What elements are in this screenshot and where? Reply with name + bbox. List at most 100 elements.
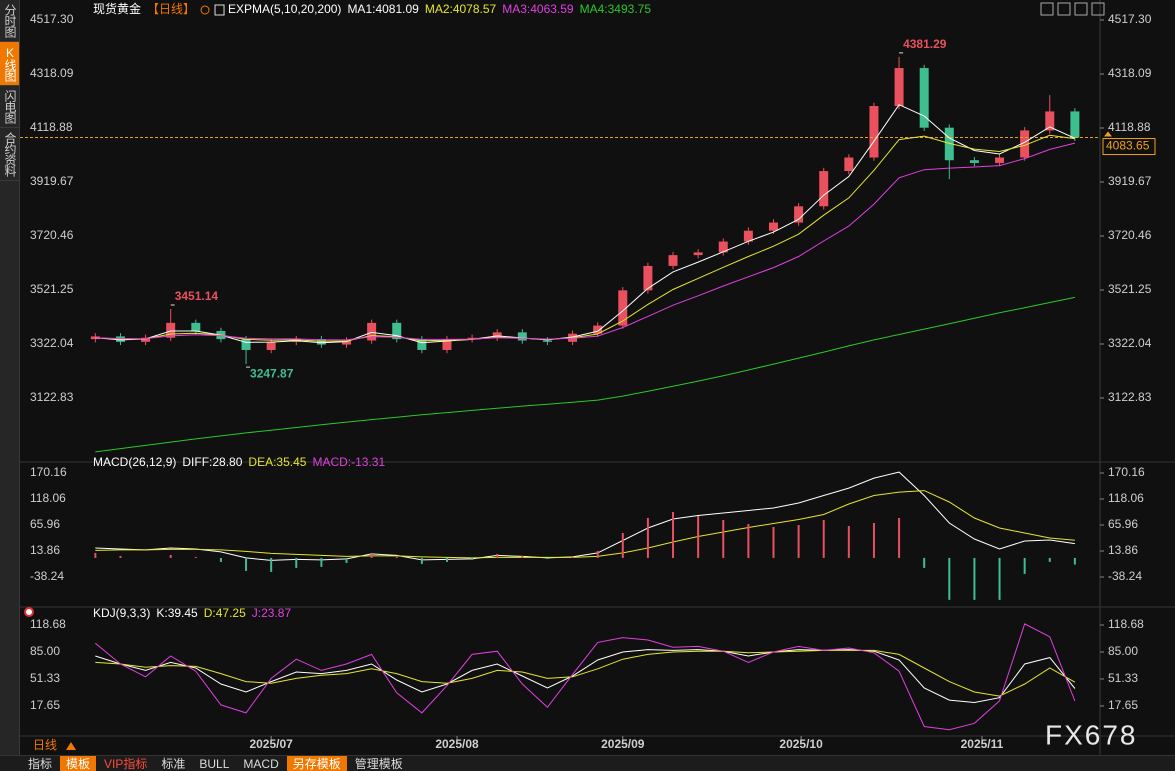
icon[interactable] (1074, 2, 1088, 16)
candle-body (342, 340, 352, 345)
candle-body (794, 206, 804, 223)
toolbar-button[interactable]: 标准 (161, 757, 186, 771)
candle-body (718, 241, 728, 253)
period-arrow[interactable] (66, 742, 76, 750)
x-tick-label: 2025/11 (961, 737, 1004, 751)
toolbar-button[interactable]: 指标 (28, 757, 53, 771)
indicator-name: EXPMA(5,10,20,200) (228, 2, 341, 16)
y-tick-label: 118.68 (1108, 617, 1144, 631)
close-icon[interactable] (24, 607, 34, 617)
x-tick-label: 2025/07 (249, 737, 293, 751)
icon[interactable] (1057, 2, 1071, 16)
candle-body (492, 332, 502, 338)
series-line (95, 649, 1076, 704)
candle-body (367, 322, 377, 341)
toolbar: 指标 模板 VIP指标 标准 BULL MACD 另存模板 管理模板 (0, 755, 1175, 771)
period: 【日线】 (147, 2, 195, 16)
indicator-icon (214, 4, 225, 16)
candle-body (1045, 111, 1055, 131)
y-tick-label: 17.65 (30, 698, 60, 712)
y-tick-label: 3521.25 (1108, 282, 1152, 296)
y-tick-label: 4318.09 (30, 66, 74, 80)
candle-body (643, 265, 653, 291)
y-tick-label: 65.96 (1108, 517, 1138, 531)
annotation: 3451.14 (175, 289, 219, 303)
series-line (95, 490, 1075, 559)
candle-body (869, 106, 879, 158)
series-line (95, 142, 1076, 341)
legend-entry: MA3:4063.59 (502, 2, 574, 16)
legend-entry: MA1:4081.09 (347, 2, 419, 16)
icon[interactable] (1040, 2, 1054, 16)
y-tick-label: 4517.30 (1108, 12, 1152, 26)
sidebar-tab[interactable]: 闪电图 (0, 86, 19, 128)
series-line (95, 649, 1076, 697)
candle-body (969, 160, 979, 163)
sidebar-tab[interactable]: K线图 (0, 42, 19, 86)
y-tick-label: 118.06 (1108, 491, 1144, 505)
y-tick-label: 170.16 (30, 465, 67, 479)
y-tick-label: -38.24 (30, 569, 64, 583)
legend-entry: MA2:4078.57 (425, 2, 497, 16)
candle-body (819, 171, 829, 207)
y-tick-label: -38.24 (1108, 569, 1142, 583)
legend-entry: MA4:3493.75 (580, 2, 652, 16)
toolbar-button[interactable]: MACD (243, 757, 279, 771)
x-tick-label: 2025/09 (601, 737, 645, 751)
legend-entry: DIFF:28.80 (182, 455, 242, 469)
candle-body (668, 255, 678, 266)
y-tick-label: 13.86 (1108, 543, 1138, 557)
annotation: 4381.29 (903, 37, 947, 51)
sidebar: 分时图 K线图 闪电图 合约资料 (0, 0, 20, 755)
candle-body (316, 339, 326, 345)
annotation: 3247.87 (250, 366, 294, 380)
y-tick-label: 85.00 (30, 644, 60, 658)
y-tick-label: 118.06 (30, 491, 66, 505)
series-line (95, 134, 1075, 342)
last-price-label: 4083.65 (1106, 139, 1150, 153)
chart-title: 现货黄金 (93, 1, 141, 16)
legend-entry: DEA:35.45 (248, 455, 306, 469)
chart-title: MACD(26,12,9) (93, 455, 176, 469)
y-tick-label: 17.65 (1108, 698, 1138, 712)
icon[interactable] (1091, 2, 1105, 16)
candle-body (693, 252, 703, 256)
candle-body (141, 337, 151, 342)
candle-body (166, 322, 176, 338)
toolbar-button[interactable]: VIP指标 (104, 757, 148, 771)
y-tick-label: 3720.46 (30, 228, 74, 242)
y-tick-label: 4118.88 (1108, 120, 1151, 134)
candle-body (467, 337, 477, 340)
y-tick-label: 118.68 (30, 617, 66, 631)
last-price-arrow (1104, 131, 1112, 137)
candle-body (241, 339, 251, 350)
toolbar-button[interactable]: 模板 (60, 756, 97, 771)
series-line (94, 623, 1076, 731)
y-tick-label: 3919.67 (30, 174, 74, 188)
chart: 日线 FX678 4517.30 4517.30 4318.09 4318.09 411… (20, 0, 1175, 755)
candle-body (919, 68, 929, 128)
toolbar-button[interactable]: BULL (199, 757, 230, 771)
y-tick-label: 51.33 (1108, 671, 1138, 685)
toolbar-button[interactable]: 管理模板 (354, 757, 403, 771)
sidebar-tab[interactable]: 合约资料 (0, 128, 19, 181)
candle-body (618, 290, 628, 326)
last-price-box (1102, 138, 1156, 156)
y-tick-label: 170.16 (1108, 465, 1145, 479)
candle-body (417, 339, 427, 350)
sidebar-tab[interactable]: 分时图 (0, 0, 19, 42)
y-tick-label: 4517.30 (30, 12, 74, 26)
candle-body (995, 157, 1005, 163)
watermark: FX678 (1045, 719, 1138, 750)
window-icons (1040, 2, 1105, 16)
x-tick-label: 2025/08 (435, 737, 479, 751)
candle-body (1070, 111, 1080, 138)
toolbar-button[interactable]: 另存模板 (286, 756, 347, 771)
series-line (95, 296, 1075, 453)
candle-body (266, 341, 276, 350)
legend-entry: MACD:-13.31 (312, 455, 385, 469)
candle-body (743, 230, 753, 242)
candle-body (944, 127, 954, 161)
y-tick-label: 3919.67 (1108, 174, 1152, 188)
